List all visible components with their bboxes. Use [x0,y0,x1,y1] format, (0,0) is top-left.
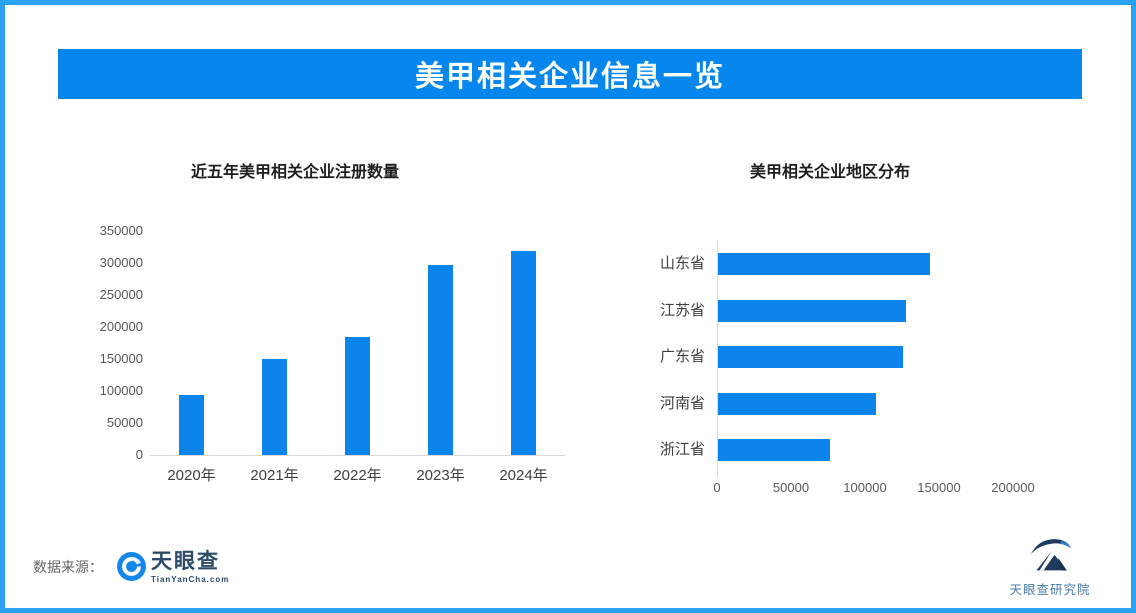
bar-浙江省 [718,439,831,461]
left-chart-title: 近五年美甲相关企业注册数量 [190,164,399,181]
bar-广东省 [718,346,903,368]
bar-2021年 [262,359,287,455]
tianyancha-wordmark: 天眼查 TianYanCha.com [151,550,229,584]
tianyancha-brand-text: 天眼查 [151,550,220,573]
x-axis-tick-label: 0 [713,480,721,495]
category-label-浙江省: 浙江省 [659,441,705,458]
tianyancha-domain-text: TianYanCha.com [151,575,230,584]
y-axis-line [717,240,718,477]
distribution-chart: 美甲相关企业地区分布 山东省江苏省广东省河南省浙江省 0 50000 100000 15… [630,155,1131,505]
bar-2023年 [428,264,453,455]
y-axis-tick-label: 50000 [106,415,143,430]
x-axis-category-label: 2024年 [499,467,548,484]
x-axis-tick-label: 200000 [991,480,1035,495]
y-axis-tick-label: 300000 [99,255,143,270]
category-label-江苏省: 江苏省 [659,301,705,319]
x-axis-category-label: 2022年 [333,467,382,484]
page-title: 美甲相关企业信息一览 [414,61,725,93]
category-label-山东省: 山东省 [659,255,705,272]
right-chart-title: 美甲相关企业地区分布 [749,164,910,181]
y-axis-tick-label: 150000 [99,351,143,366]
category-label-河南省: 河南省 [659,394,705,412]
bar-山东省 [718,253,930,275]
bar-河南省 [718,392,877,415]
y-axis-tick-label: 0 [135,447,143,462]
registrations-chart: 近五年美甲相关企业注册数量 0 50000 100000 150000 200000 25… [90,155,590,505]
category-label-广东省: 广东省 [659,348,705,365]
bar-2022年 [345,337,370,455]
tianyancha-logo: 天眼查 TianYanCha.com [117,550,229,584]
x-axis-line [150,455,565,456]
title-banner: 美甲相关企业信息一览 [58,49,1082,99]
bar-江苏省 [718,299,906,322]
tianyancha-aperture-icon [117,552,146,581]
bar-2020年 [179,395,204,455]
bar-2024年 [511,251,536,455]
x-axis-category-label: 2020年 [167,467,216,484]
x-axis-category-label: 2021年 [250,467,299,484]
y-axis-tick-label: 250000 [99,287,143,302]
x-axis-tick-label: 100000 [843,480,887,495]
y-axis-tick-label: 100000 [99,383,143,398]
y-axis-tick-label: 350000 [99,223,143,238]
data-source-label: 数据来源： [33,559,103,575]
research-institute-text: 天眼查研究院 [1009,583,1091,597]
x-axis-category-label: 2023年 [416,467,465,484]
research-institute-logo: 天眼查研究院 [1000,535,1100,598]
research-institute-icon [1030,539,1071,571]
y-axis-tick-label: 200000 [99,319,143,334]
x-axis-tick-label: 150000 [917,480,961,495]
x-axis-tick-label: 50000 [772,480,810,495]
